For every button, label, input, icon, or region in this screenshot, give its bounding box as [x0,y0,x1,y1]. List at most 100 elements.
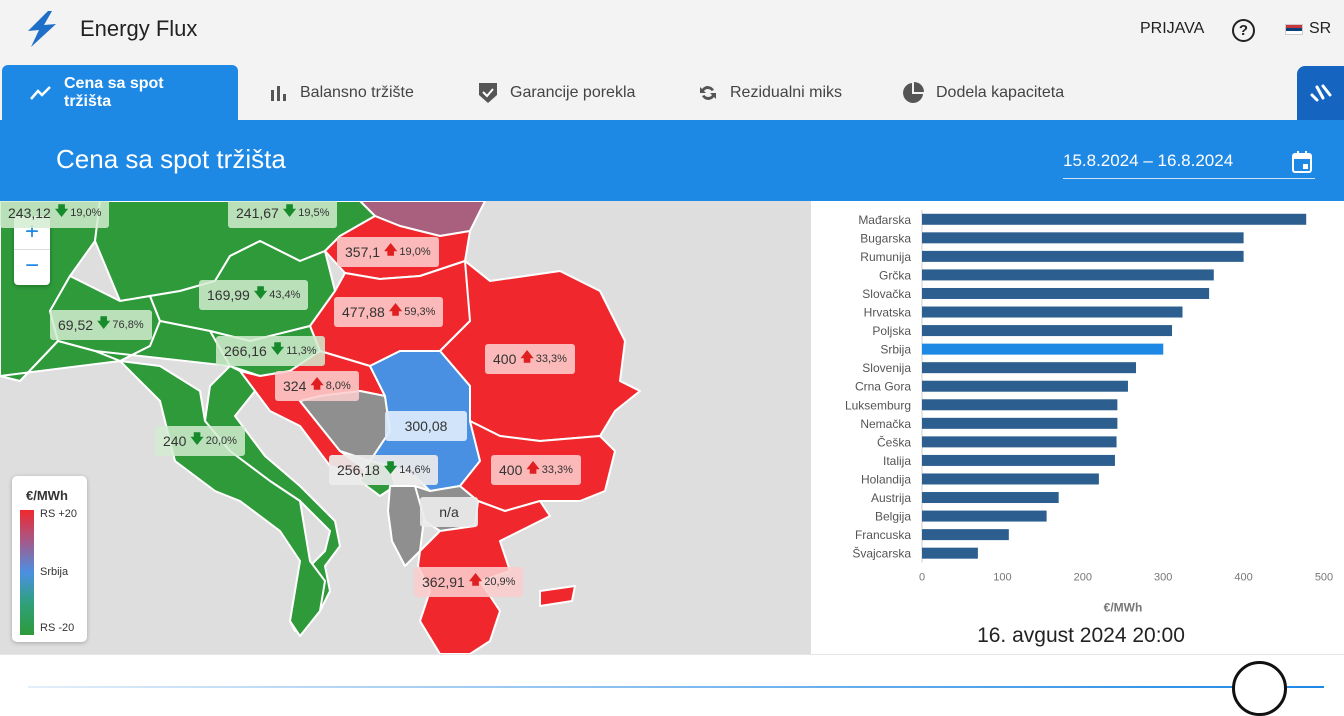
chart-bar [922,492,1059,504]
price-change: 43,4% [269,289,301,301]
tab-capacity-allocation[interactable]: Dodela kapaciteta [902,65,1064,120]
bar-chart-svg: Mađarska Bugarska Rumunija Grčka Slovačka Hrv… [845,210,1333,614]
chart-bar [922,547,978,559]
chart-category-label: Poljska [872,324,911,338]
arrow-up-icon: 🡅 [384,242,398,257]
arrow-down-icon: 🡇 [253,285,268,300]
map-label-hungary[interactable]: 477,88 🡅 59,3% [334,297,444,327]
chart-bar [922,250,1244,262]
map-label-serbia[interactable]: 300,08 [385,411,467,441]
app-title: Energy Flux [80,16,198,41]
bar-chart-icon [271,85,286,101]
tab-balancing-market[interactable]: Balansno tržište [270,65,414,120]
chart-bar [922,362,1136,374]
page-header: Cena sa spot tržišta 15.8.2024 – 16.8.20… [0,120,1344,201]
arrow-up-icon: 🡅 [468,572,483,587]
language-selector[interactable]: SR [1285,20,1331,38]
chart-category-label: Mađarska [858,213,911,227]
chart-timestamp: 16. avgust 2024 20:00 [977,624,1185,647]
arrow-up-icon: 🡅 [388,302,403,317]
price-change: 19,0% [399,246,431,258]
map-label-austria[interactable]: 169,99 🡇 43,4% [199,280,309,310]
zoom-out-button[interactable]: − [24,252,39,279]
recycle-icon [700,85,716,100]
price-change: 20,9% [484,576,516,588]
app-bar: Energy Flux PRIJAVA ? SR [0,0,1344,58]
price-value: 69,52 [58,317,94,333]
price-value: 400 [499,462,523,478]
sliders-icon [1310,84,1331,102]
price-change: 8,0% [325,380,351,392]
map-label-italy[interactable]: 240 🡇 20,0% [155,426,245,456]
region-italy-west [0,340,326,637]
price-value: 324 [283,378,307,394]
calendar-icon[interactable] [1291,150,1313,174]
date-range-picker[interactable]: 15.8.2024 – 16.8.2024 [1063,149,1315,179]
map-label-switzerland[interactable]: 69,52 🡇 76,8% [50,310,152,340]
price-value: 400 [493,351,517,367]
map-label-slovakia[interactable]: 357,1 🡅 19,0% [337,237,439,267]
chart-bar [922,232,1244,244]
price-map[interactable]: + − 243,12 🡇 19,0% 241,67 🡇 19,5% 357,1 🡅 1… [0,201,811,654]
chart-bar [922,399,1118,411]
price-value: 266,16 [224,343,267,359]
arrow-up-icon: 🡅 [310,376,324,391]
tab-label: Dodela kapaciteta [936,83,1065,101]
chart-category-label: Slovačka [862,287,911,301]
chart-category-label: Bugarska [860,231,911,245]
price-value: 243,12 [8,205,51,221]
tab-spot-price[interactable]: Cena sa spot tržišta [2,65,238,120]
price-change: 76,8% [112,319,144,331]
map-label-germany[interactable]: 241,67 🡇 19,5% [228,201,338,228]
arrow-down-icon: 🡇 [270,341,285,356]
timeline-track[interactable] [28,686,1324,688]
arrow-down-icon: 🡇 [54,203,69,218]
map-label-bulgaria[interactable]: 400 🡅 33,3% [491,455,581,485]
chart-bar [922,417,1118,429]
arrow-down-icon: 🡇 [383,460,398,475]
chart-category-label: Austrija [871,491,911,505]
help-icon[interactable]: ? [1232,19,1255,42]
tab-guarantees-of-origin[interactable]: Garancije porekla [478,65,635,120]
chart-category-label: Švajcarska [852,546,911,561]
legend-color-scale [20,510,34,635]
login-button[interactable]: PRIJAVA [1140,20,1205,37]
chart-bar [922,454,1115,466]
chart-tick-label: 100 [993,571,1011,583]
chart-category-label: Nemačka [860,417,911,431]
map-label-slovenia[interactable]: 266,16 🡇 11,3% [216,336,325,366]
price-value: 256,18 [337,462,380,478]
price-change: 33,3% [535,353,567,365]
chart-category-label: Francuska [855,528,911,542]
chart-tick-label: 300 [1154,571,1172,583]
map-label-north-macedonia[interactable]: n/a [420,497,478,527]
chart-tick-label: 500 [1315,571,1333,583]
chart-tick-label: 200 [1074,571,1092,583]
map-label-romania[interactable]: 400 🡅 33,3% [485,344,575,374]
chart-category-label: Belgija [875,510,911,524]
chart-bar [922,213,1307,225]
arrow-down-icon: 🡇 [97,315,111,330]
page-title: Cena sa spot tržišta [56,144,286,174]
map-label-greece[interactable]: 362,91 🡅 20,9% [414,567,524,597]
map-label-france[interactable]: 243,12 🡇 19,0% [0,201,110,228]
chart-category-label: Crna Gora [855,380,911,394]
shield-check-icon [479,82,497,103]
price-value: 241,67 [236,205,279,221]
tab-residual-mix[interactable]: Rezidualni miks [698,65,842,120]
timeline-slider[interactable] [0,654,1344,716]
map-label-montenegro[interactable]: 256,18 🡇 14,6% [329,455,439,485]
arrow-up-icon: 🡅 [526,460,540,475]
settings-tab-button[interactable] [1297,66,1344,120]
chart-category-label: Luksemburg [845,398,911,412]
timeline-handle[interactable] [1231,661,1287,716]
chart-bar [922,343,1164,355]
price-value: 300,08 [404,418,448,434]
price-change: 59,3% [404,306,436,318]
price-value: 362,91 [422,574,465,590]
chart-category-label: Italija [883,454,911,468]
region-greece-crete [539,585,576,607]
map-label-croatia[interactable]: 324 🡅 8,0% [275,371,359,401]
chart-bar [922,529,1009,541]
arrow-down-icon: 🡇 [190,431,204,446]
